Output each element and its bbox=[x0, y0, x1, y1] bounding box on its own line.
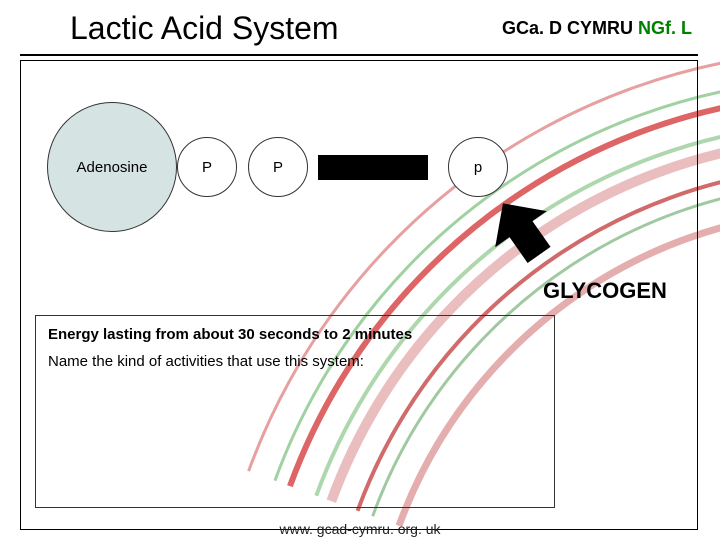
phosphate-circle-3: p bbox=[448, 137, 508, 197]
brand-part1: GCa. D CYMRU bbox=[502, 18, 638, 38]
adenosine-circle: Adenosine bbox=[47, 102, 177, 232]
title-underline bbox=[20, 54, 698, 56]
bond-bar bbox=[318, 155, 428, 180]
info-textbox: Energy lasting from about 30 seconds to … bbox=[35, 315, 555, 508]
header-branding: GCa. D CYMRU NGf. L bbox=[502, 18, 692, 39]
footer-url: www. gcad-cymru. org. uk bbox=[0, 521, 720, 537]
info-line-1: Energy lasting from about 30 seconds to … bbox=[48, 326, 542, 343]
phosphate-circle-2: P bbox=[248, 137, 308, 197]
glycogen-label: GLYCOGEN bbox=[543, 278, 667, 304]
page-title: Lactic Acid System bbox=[70, 10, 339, 47]
phosphate-circle-1: P bbox=[177, 137, 237, 197]
arrow-icon bbox=[488, 197, 558, 267]
info-line-2: Name the kind of activities that use thi… bbox=[48, 353, 542, 370]
brand-part2: NGf. L bbox=[638, 18, 692, 38]
